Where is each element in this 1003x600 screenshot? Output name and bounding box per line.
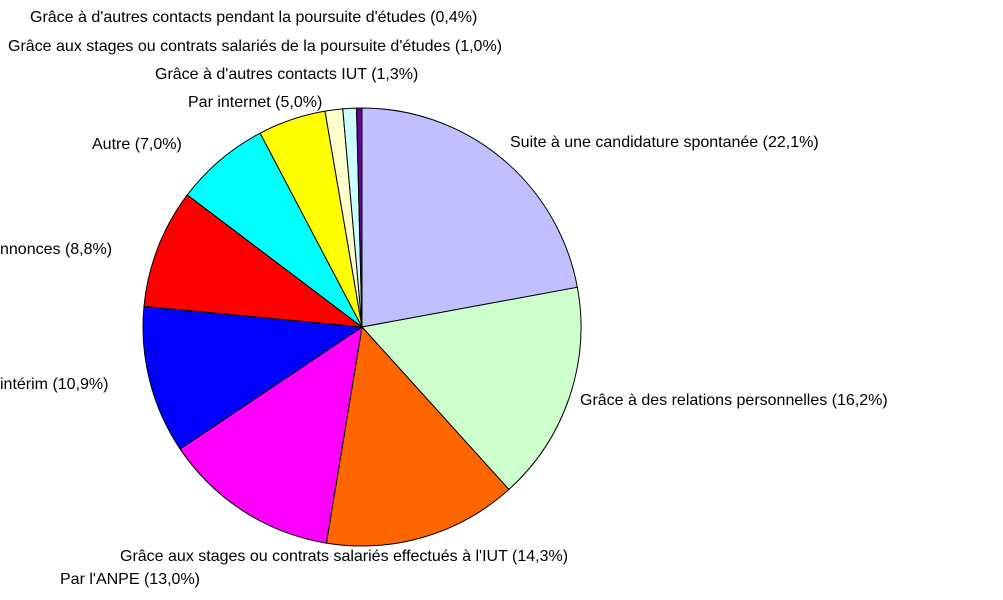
pie-slice bbox=[325, 325, 510, 547]
slice-label: Grâce aux stages ou contrats salariés de… bbox=[8, 38, 502, 55]
slice-label: Suite à une candidature spontanée (22,1%… bbox=[510, 134, 819, 151]
pie-slice bbox=[142, 305, 364, 450]
slice-label: Grâce à d'autres contacts pendant la pou… bbox=[30, 9, 477, 26]
slice-label: Par l'ANPE (13,0%) bbox=[60, 571, 200, 588]
slice-label: Grâce aux stages ou contrats salariés ef… bbox=[120, 548, 568, 565]
pie-slice bbox=[361, 107, 578, 328]
slice-label: Autre (7,0%) bbox=[92, 136, 182, 153]
pie-slice bbox=[143, 194, 364, 328]
pie-slice bbox=[355, 107, 363, 328]
slice-label: intérim (10,9%) bbox=[0, 376, 108, 393]
slice-label: Grâce à des relations personnelles (16,2… bbox=[580, 392, 888, 409]
slice-label: Par internet (5,0%) bbox=[188, 94, 322, 111]
slice-label: nnonces (8,8%) bbox=[0, 241, 112, 258]
slice-label: Grâce à d'autres contacts IUT (1,3%) bbox=[155, 66, 418, 83]
pie-slice bbox=[361, 286, 582, 491]
pie-slice bbox=[179, 325, 363, 544]
